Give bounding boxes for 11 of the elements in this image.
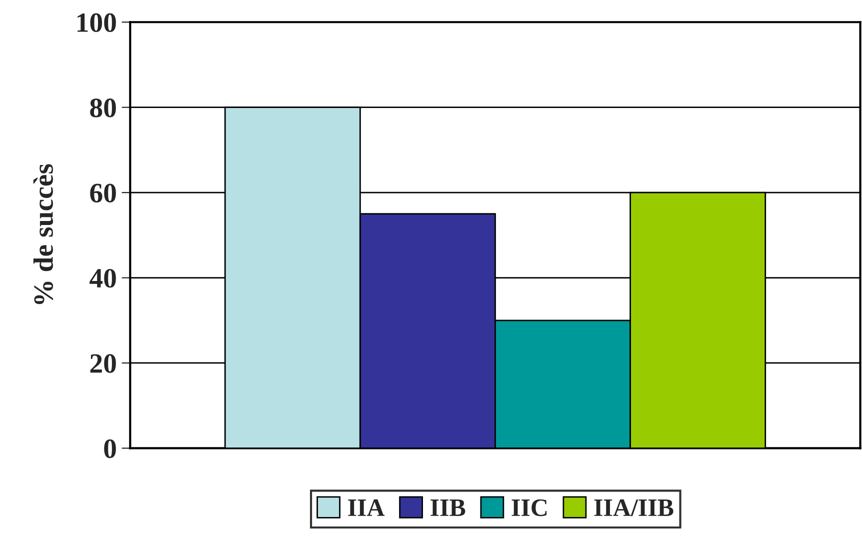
legend-label: IIB [430, 500, 466, 516]
legend-label: IIC [512, 499, 547, 516]
y-tick-label: 80 [90, 98, 116, 118]
y-axis-title: % de succès [33, 164, 54, 304]
y-tick-label: 40 [90, 268, 116, 288]
y-tick-label: 100 [78, 13, 116, 32]
y-tick-label: 60 [90, 184, 116, 202]
legend-label: IIA [348, 499, 385, 516]
legend-label: IIA/IIB [594, 499, 674, 516]
y-tick-label: 0 [104, 439, 116, 458]
y-tick-label: 20 [90, 354, 116, 373]
